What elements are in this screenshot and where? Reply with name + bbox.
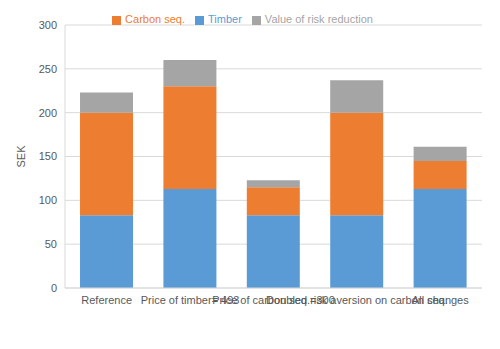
svg-text:300: 300 — [39, 19, 57, 31]
svg-text:Doubled risk aversion on carbo: Doubled risk aversion on carbon seq. — [266, 293, 448, 306]
svg-text:200: 200 — [39, 107, 57, 119]
svg-text:SEK: SEK — [15, 145, 27, 168]
svg-text:0: 0 — [51, 282, 57, 294]
svg-text:Price of timber= 493: Price of timber= 493 — [140, 293, 240, 306]
svg-text:250: 250 — [39, 63, 57, 75]
svg-text:All changes: All changes — [412, 294, 469, 306]
html-text:Timber: Timber — [208, 13, 242, 25]
html-text:Value of risk reduction: Value of risk reduction — [264, 13, 373, 25]
svg-text:Reference: Reference — [81, 294, 132, 306]
svg-text:100: 100 — [39, 194, 57, 206]
svg-text:50: 50 — [45, 238, 57, 250]
html-text:Carbon seq.: Carbon seq. — [125, 13, 185, 25]
svg-text:150: 150 — [39, 150, 57, 162]
